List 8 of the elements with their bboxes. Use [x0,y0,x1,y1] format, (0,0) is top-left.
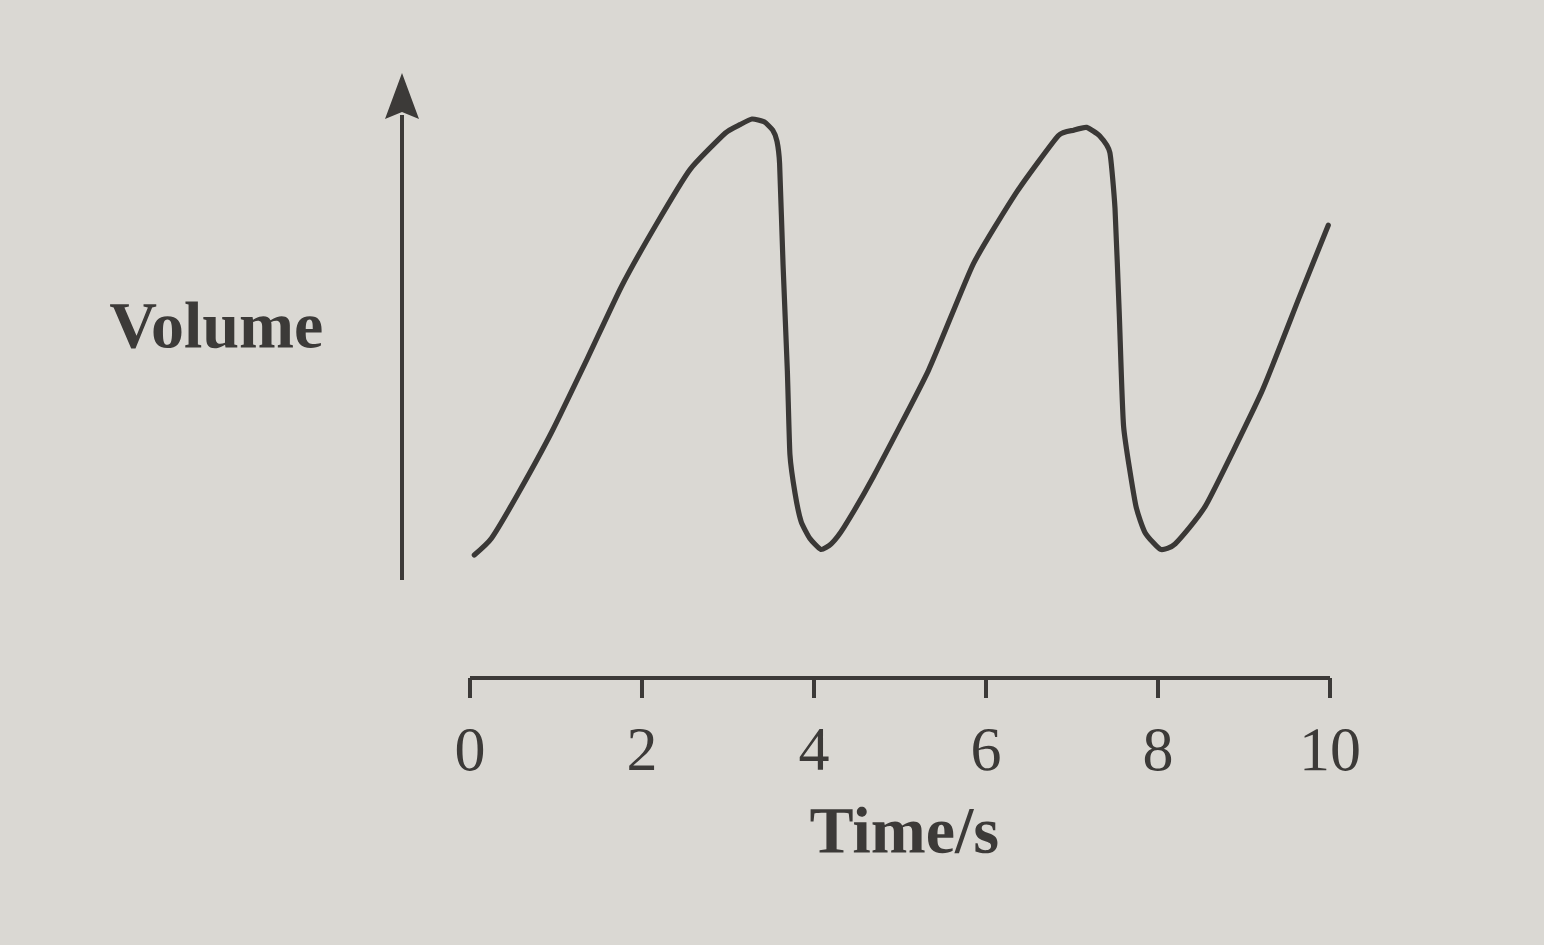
x-tick-label: 10 [1304,729,1359,771]
x-tick-label: 6 [973,729,1000,771]
x-tick-label: 4 [799,729,829,770]
x-tick-label: 0 [456,729,484,771]
y-axis-title: Volume [110,301,322,349]
x-axis-title: Time/s [810,806,998,854]
x-tick-label: 2 [629,729,655,771]
x-tick-label: 8 [1144,729,1172,771]
